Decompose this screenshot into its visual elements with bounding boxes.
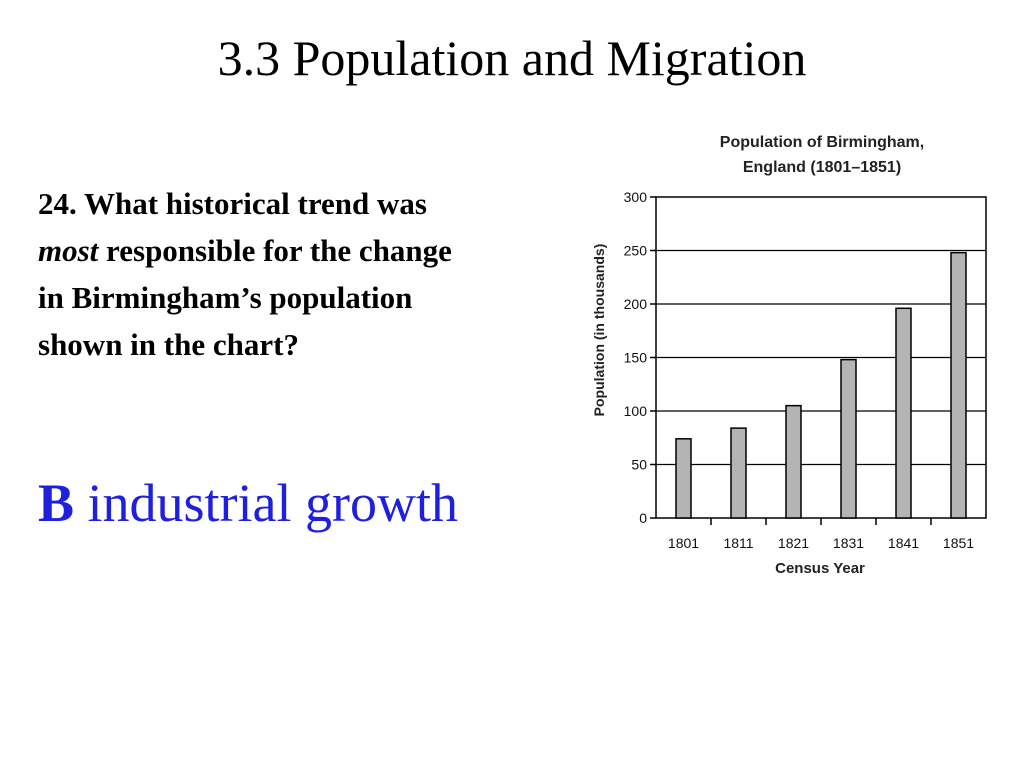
x-tick-label: 1801 [668, 535, 699, 551]
chart-title-line-1: Population of Birmingham, [720, 134, 924, 151]
question-number: 24. [38, 186, 77, 221]
question-line-1: 24. What historical trend was [38, 180, 578, 227]
question-emphasis: most [38, 233, 99, 268]
bar-1801 [675, 438, 692, 519]
question-line-2-text: responsible for the change [98, 233, 452, 268]
answer-label: industrial growth [87, 473, 458, 533]
y-axis-label: Population (in thousands) [591, 244, 607, 417]
y-tick-label: 200 [624, 296, 648, 312]
y-tick-label: 250 [624, 243, 648, 259]
y-tick-label: 0 [639, 510, 647, 526]
x-tick-label: 1841 [888, 535, 919, 551]
x-tick-label: 1811 [723, 535, 753, 551]
question-line-1-text: What historical trend was [83, 186, 427, 221]
bar-1851 [950, 251, 967, 519]
plot-area: 0 50 100 150 200 250 300 1801 1811 1821 1831 1841 18… [624, 189, 987, 551]
x-axis-label: Census Year [775, 560, 865, 577]
y-tick-label: 50 [631, 457, 647, 473]
bar-1831 [840, 358, 857, 519]
bar-1821 [785, 404, 802, 519]
question-line-3: in Birmingham’s population [38, 280, 413, 315]
question-text: 24. What historical trend was most respo… [38, 180, 578, 368]
answer-text: B industrial growth [38, 470, 458, 536]
answer-letter: B [38, 473, 75, 533]
slide-title: 3.3 Population and Migration [217, 30, 807, 86]
question-line-2: most responsible for the change [38, 227, 578, 274]
x-tick-label: 1851 [943, 535, 974, 551]
question-line-4: shown in the chart? [38, 327, 299, 362]
y-tick-label: 300 [624, 189, 648, 205]
x-tick-label: 1821 [778, 535, 809, 551]
chart-title-line-2: England (1801–1851) [743, 159, 901, 176]
y-tick-label: 150 [624, 350, 648, 366]
bar-1811 [730, 427, 747, 519]
x-tick-label: 1831 [833, 535, 864, 551]
y-tick-label: 100 [624, 403, 648, 419]
bar-1841 [895, 307, 912, 519]
population-chart: Population of Birmingham, England (1801–… [591, 134, 987, 577]
